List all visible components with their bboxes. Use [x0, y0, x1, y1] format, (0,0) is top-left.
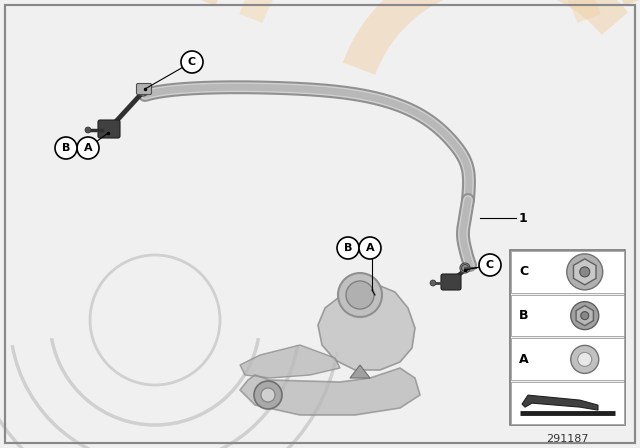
Text: C: C [486, 260, 494, 270]
Polygon shape [350, 365, 370, 378]
Circle shape [337, 237, 359, 259]
Circle shape [261, 388, 275, 402]
FancyBboxPatch shape [98, 120, 120, 138]
Circle shape [55, 137, 77, 159]
Text: C: C [519, 265, 528, 278]
Bar [511, 382, 624, 424]
Circle shape [571, 345, 599, 373]
Circle shape [461, 264, 468, 271]
Circle shape [77, 137, 99, 159]
Text: A: A [84, 143, 92, 153]
Circle shape [359, 237, 381, 259]
Circle shape [254, 381, 282, 409]
Circle shape [181, 51, 203, 73]
Circle shape [578, 353, 592, 366]
FancyBboxPatch shape [136, 83, 152, 95]
Text: B: B [519, 309, 529, 322]
Circle shape [479, 254, 501, 276]
Polygon shape [318, 280, 415, 370]
Polygon shape [573, 259, 596, 285]
Circle shape [430, 280, 436, 286]
Circle shape [85, 127, 91, 133]
Circle shape [103, 125, 113, 135]
Circle shape [346, 281, 374, 309]
Circle shape [580, 312, 589, 319]
Text: A: A [365, 243, 374, 253]
Polygon shape [240, 345, 340, 378]
Circle shape [571, 302, 599, 330]
Text: A: A [519, 353, 529, 366]
Circle shape [137, 84, 149, 96]
Circle shape [460, 263, 470, 273]
Text: 1: 1 [519, 211, 528, 224]
Text: 291187: 291187 [547, 434, 589, 444]
Polygon shape [240, 368, 420, 415]
Circle shape [567, 254, 603, 290]
Circle shape [139, 86, 147, 94]
Circle shape [580, 267, 589, 277]
Bar [511, 251, 624, 293]
Bar [510, 250, 625, 425]
Circle shape [101, 123, 115, 137]
Bar [511, 339, 624, 380]
Bar [511, 295, 624, 336]
Circle shape [338, 273, 382, 317]
Polygon shape [576, 306, 593, 326]
FancyBboxPatch shape [441, 274, 461, 290]
Text: B: B [62, 143, 70, 153]
Text: B: B [344, 243, 352, 253]
Text: C: C [188, 57, 196, 67]
Polygon shape [522, 395, 598, 410]
